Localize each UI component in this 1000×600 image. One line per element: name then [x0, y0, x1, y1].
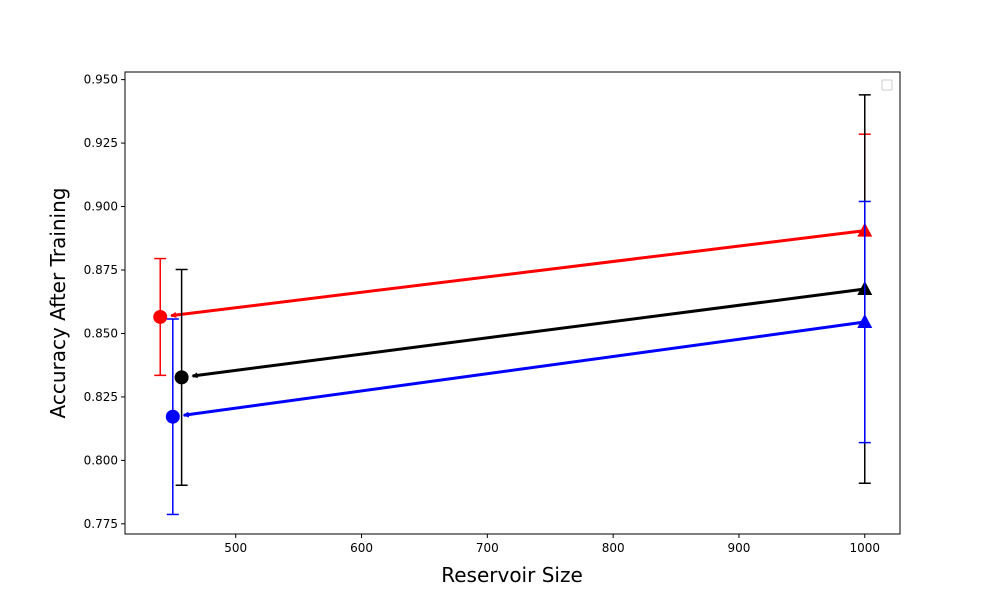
x-tick-label: 800	[602, 541, 625, 555]
x-axis-title: Reservoir Size	[441, 563, 583, 587]
x-tick-label: 700	[476, 541, 499, 555]
y-tick-label: 0.850	[84, 326, 118, 340]
data-point-circle	[174, 370, 189, 385]
axis-layer: 500 600 700 800 900 1000 0.775 0.800 0.825 0.850 0…	[84, 73, 880, 555]
y-tick-label: 0.800	[84, 453, 118, 467]
data-point-circle	[165, 409, 180, 424]
series-arrow	[191, 287, 865, 379]
y-tick-label: 0.825	[84, 390, 118, 404]
data-point-circle	[153, 309, 168, 324]
plot-frame	[124, 71, 901, 535]
y-tick-label: 0.875	[84, 263, 118, 277]
x-tick-label: 900	[728, 541, 751, 555]
x-tick-label: 1000	[849, 541, 880, 555]
x-tick-label: 500	[224, 541, 247, 555]
legend-box	[881, 79, 893, 91]
series-arrow	[182, 320, 865, 418]
plot-background	[125, 72, 900, 534]
series-arrow	[170, 229, 865, 318]
y-tick-label: 0.775	[84, 517, 118, 531]
series-layer	[153, 94, 873, 516]
x-tick-label: 600	[350, 541, 373, 555]
y-tick-label: 0.900	[84, 200, 118, 214]
y-axis-title: Accuracy After Training	[46, 188, 70, 419]
data-point-triangle	[857, 314, 873, 329]
y-tick-label: 0.950	[84, 73, 118, 87]
y-tick-label: 0.925	[84, 136, 118, 150]
